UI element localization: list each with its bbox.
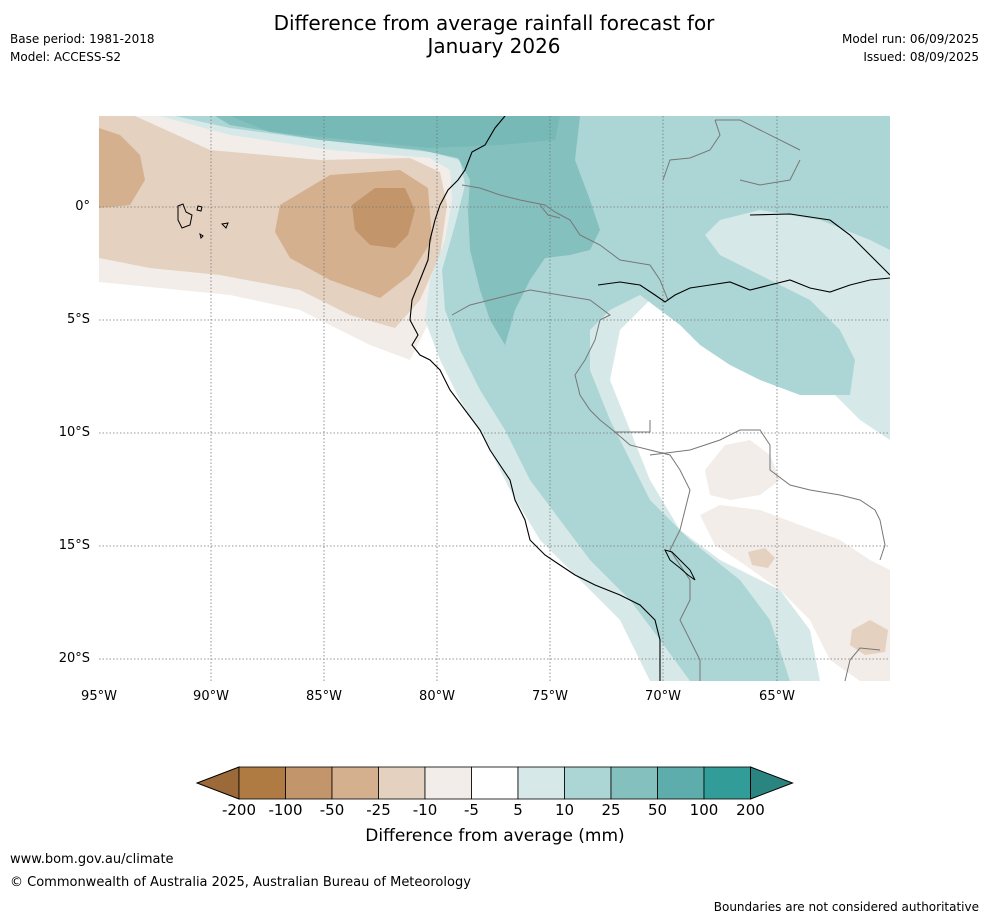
lon-label-70w: 70°W (645, 689, 681, 704)
colorbar-tick-label: 25 (601, 801, 621, 819)
rivers (597, 213, 890, 303)
lon-label-95w: 95°W (81, 689, 117, 704)
colorbar-tick-label: 50 (647, 801, 668, 819)
title-line-1: Difference from average rainfall forecas… (273, 11, 715, 35)
wet-region-10mm (175, 116, 890, 681)
colorbar-tick-label: -5 (464, 801, 479, 819)
colorbar-label: Difference from average (mm) (365, 826, 625, 846)
lake-titicaca (664, 549, 696, 581)
dry-region-inland-2 (700, 505, 890, 681)
colorbar-cell (610, 766, 658, 800)
coastline (409, 116, 661, 681)
colorbar-tick-label: -100 (268, 801, 303, 819)
model-text: Model: ACCESS-S2 (10, 50, 122, 64)
colorbar-tick-label: -200 (221, 801, 257, 819)
colorbar-cell (517, 766, 565, 800)
anomaly-fields (99, 116, 890, 681)
colorbar (195, 766, 794, 800)
colorbar-cell (657, 766, 705, 800)
lat-label-20s: 20°S (58, 651, 90, 666)
wet-region-50mm (230, 116, 560, 148)
colorbar-cell (471, 766, 519, 800)
map-title: Difference from average rainfall forecas… (0, 12, 988, 58)
colorbar-tick-label: 5 (513, 801, 523, 819)
lat-label-0: 0° (75, 199, 90, 214)
dry-region-inland-4 (850, 620, 888, 655)
colorbar-tick-label: -10 (412, 801, 438, 819)
dry-region-25mm (99, 128, 145, 208)
colorbar-tick-label: -25 (366, 801, 391, 819)
galapagos-islands (177, 203, 229, 239)
lon-label-90w: 90°W (193, 689, 229, 704)
lat-label-10s: 10°S (58, 425, 90, 440)
lon-label-65w: 65°W (759, 689, 795, 704)
colorbar-tick-label: 10 (554, 801, 575, 819)
title-line-2: January 2026 (427, 34, 561, 58)
gridlines (99, 116, 890, 681)
lat-label-15s: 15°S (58, 538, 90, 553)
lon-label-85w: 85°W (306, 689, 342, 704)
colorbar-tick-label: -50 (319, 801, 345, 819)
colorbar-tick-label: 100 (689, 801, 719, 819)
colorbar-arrow-left (195, 766, 240, 800)
colorbar-cell (378, 766, 426, 800)
copyright-text: © Commonwealth of Australia 2025, Austra… (10, 875, 471, 890)
lon-label-80w: 80°W (419, 689, 455, 704)
dry-region-inland-1 (705, 440, 780, 500)
colorbar-cell (424, 766, 472, 800)
country-borders (451, 119, 886, 681)
bom-url: www.bom.gov.au/climate (10, 852, 174, 867)
disclaimer-text: Boundaries are not considered authoritat… (713, 900, 979, 914)
colorbar-cell (331, 766, 379, 800)
colorbar-cell (285, 766, 333, 800)
colorbar-arrow-right (750, 766, 794, 800)
lon-label-75w: 75°W (532, 689, 568, 704)
colorbar-cell (564, 766, 612, 800)
issued-text: Issued: 08/09/2025 (863, 50, 979, 64)
colorbar-cells (195, 766, 794, 800)
colorbar-cell (238, 766, 286, 800)
model-run-text: Model run: 06/09/2025 (841, 32, 979, 46)
dry-region-50mm (352, 188, 415, 248)
wet-region-25mm (215, 116, 600, 345)
base-period-text: Base period: 1981-2018 (10, 32, 155, 46)
dry-region-inland-3 (748, 548, 775, 568)
lat-label-5s: 5°S (66, 312, 90, 327)
colorbar-cell (703, 766, 751, 800)
colorbar-tick-label: 200 (736, 801, 765, 819)
